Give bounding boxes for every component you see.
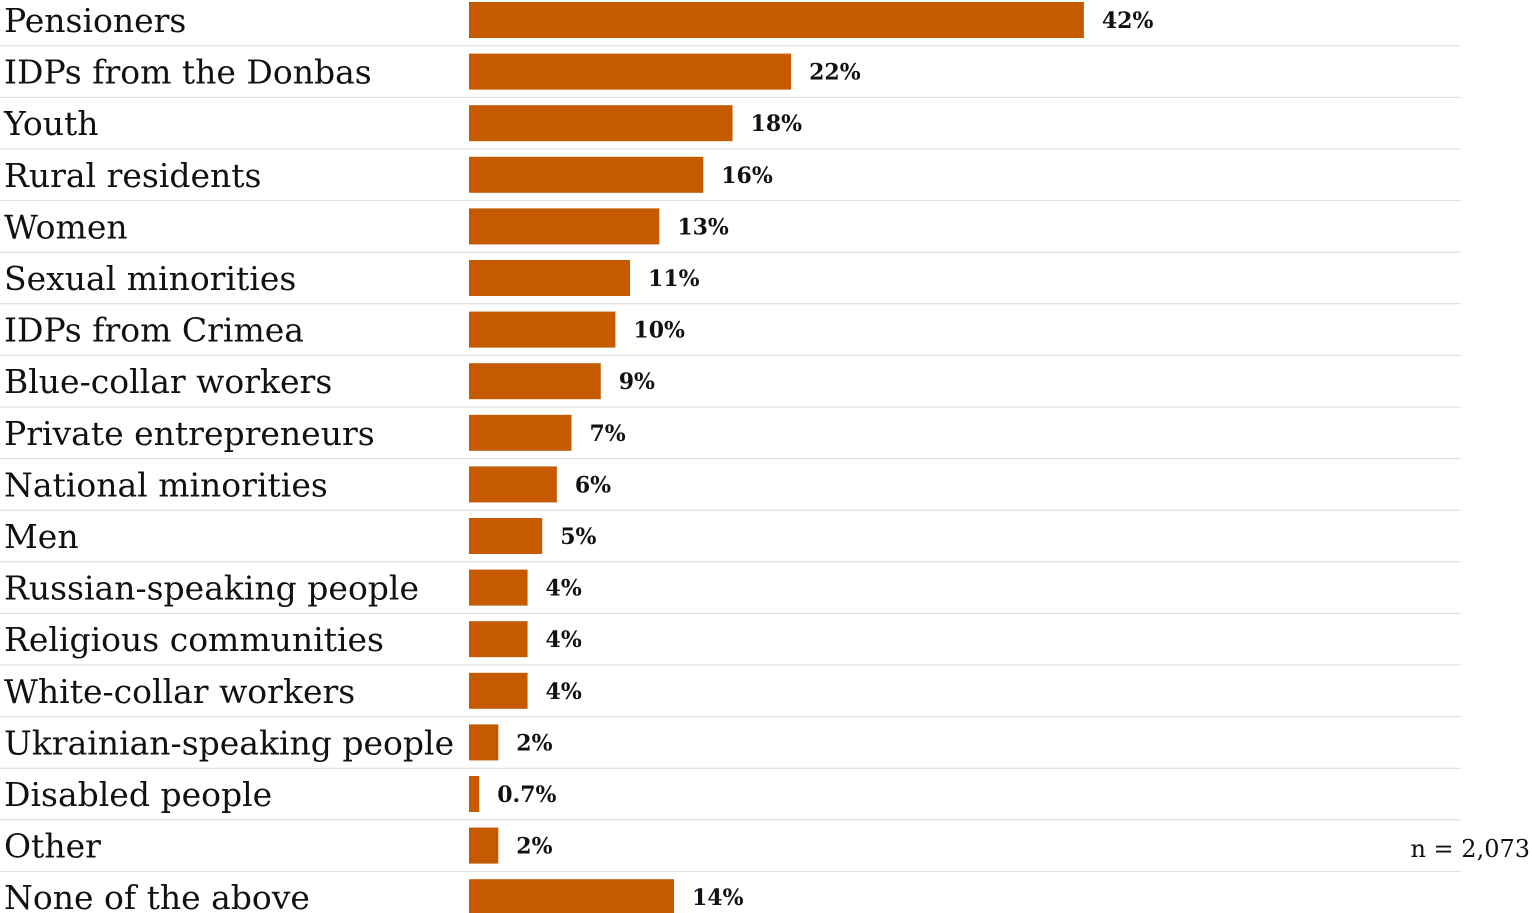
bar [469,827,499,864]
category-label: Ukrainian-speaking people [4,723,454,762]
value-label: 13% [677,214,729,240]
value-label: 18% [751,111,803,137]
value-label: 22% [809,60,861,86]
bar [469,879,674,913]
value-label: 6% [575,472,611,498]
category-label: Religious communities [4,620,384,659]
value-label: 2% [516,834,552,860]
bar [469,569,528,606]
value-label: 9% [619,369,655,395]
category-label: Women [4,207,128,246]
category-label: Russian-speaking people [4,569,419,608]
category-label: Blue-collar workers [4,362,332,401]
value-label: 11% [648,266,700,292]
category-label: None of the above [4,878,310,913]
value-label: 14% [692,885,744,911]
value-label: 4% [546,627,582,653]
category-label: National minorities [4,465,328,504]
category-label: Rural residents [4,156,262,195]
bar [469,208,660,245]
category-label: IDPs from the Donbas [4,53,372,92]
bar [469,466,557,503]
category-label: Disabled people [4,775,272,814]
bar [469,363,601,400]
bar [469,311,616,348]
bar [469,414,572,451]
bar [469,156,704,193]
category-label: White-collar workers [4,672,355,711]
category-label: Private entrepreneurs [4,414,375,453]
value-label: 16% [721,163,773,189]
bar [469,260,631,296]
bar [469,518,543,554]
category-label: Pensioners [4,1,186,40]
category-label: Youth [3,104,99,143]
bar [469,105,733,142]
bar [469,672,528,709]
value-label: 2% [516,730,552,756]
value-label: 7% [589,421,625,447]
chart-rows: Pensioners 42% IDPs from the Donbas 22% Yout… [0,1,1461,913]
value-label: 0.7% [497,782,556,808]
value-label: 4% [546,679,582,705]
value-label: 4% [546,576,582,602]
value-label: 5% [560,524,596,550]
sample-size-note: n = 2,073 [1410,835,1530,863]
bar [469,53,792,90]
category-label: Other [4,827,101,866]
bar [469,621,528,658]
bar [469,724,499,761]
category-label: IDPs from Crimea [4,311,304,350]
bar [469,2,1084,38]
value-label: 10% [633,318,685,344]
value-label: 42% [1102,8,1154,34]
category-label: Sexual minorities [4,259,296,298]
category-label: Men [4,517,79,556]
bar [469,776,480,812]
